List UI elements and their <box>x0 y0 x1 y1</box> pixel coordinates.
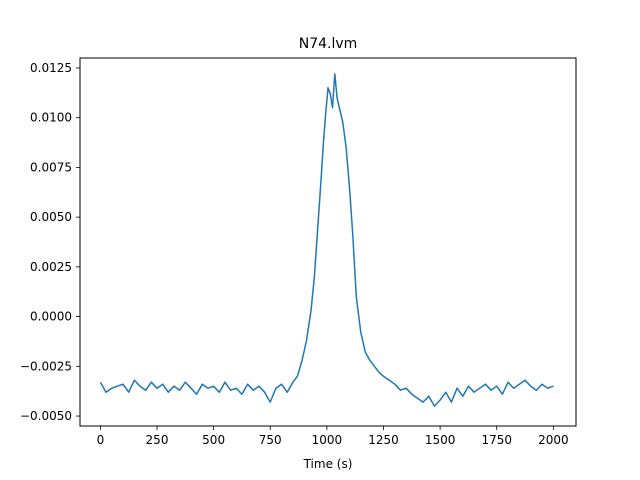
x-tick-label: 1250 <box>368 433 399 447</box>
series-line <box>99 73 554 407</box>
x-tick-label: 750 <box>259 433 282 447</box>
y-axis: −0.0050 −0.0025 0.0000 0.0025 0.0050 0.0075 0.… <box>20 61 80 423</box>
x-tick-label: 500 <box>202 433 225 447</box>
x-tick-label: 1750 <box>481 433 512 447</box>
x-axis-title: Time (s) <box>303 457 353 471</box>
plot-area <box>99 73 554 407</box>
x-axis: 0 250 500 750 1000 1250 1500 1750 2000 <box>97 426 569 447</box>
y-tick-label: −0.0050 <box>20 409 72 423</box>
y-tick-label: −0.0025 <box>20 359 72 373</box>
x-tick-label: 1500 <box>425 433 456 447</box>
x-tick-label: 250 <box>146 433 169 447</box>
y-tick-label: 0.0050 <box>30 210 72 224</box>
y-tick-label: 0.0025 <box>30 260 72 274</box>
x-tick-label: 2000 <box>538 433 569 447</box>
y-tick-label: 0.0075 <box>30 160 72 174</box>
plot-frame <box>79 57 577 427</box>
x-tick-label: 0 <box>97 433 105 447</box>
y-tick-label: 0.0100 <box>30 111 72 125</box>
x-tick-label: 1000 <box>312 433 343 447</box>
y-tick-label: 0.0000 <box>30 310 72 324</box>
y-tick-label: 0.0125 <box>30 61 72 75</box>
chart-title: N74.lvm <box>299 36 358 52</box>
